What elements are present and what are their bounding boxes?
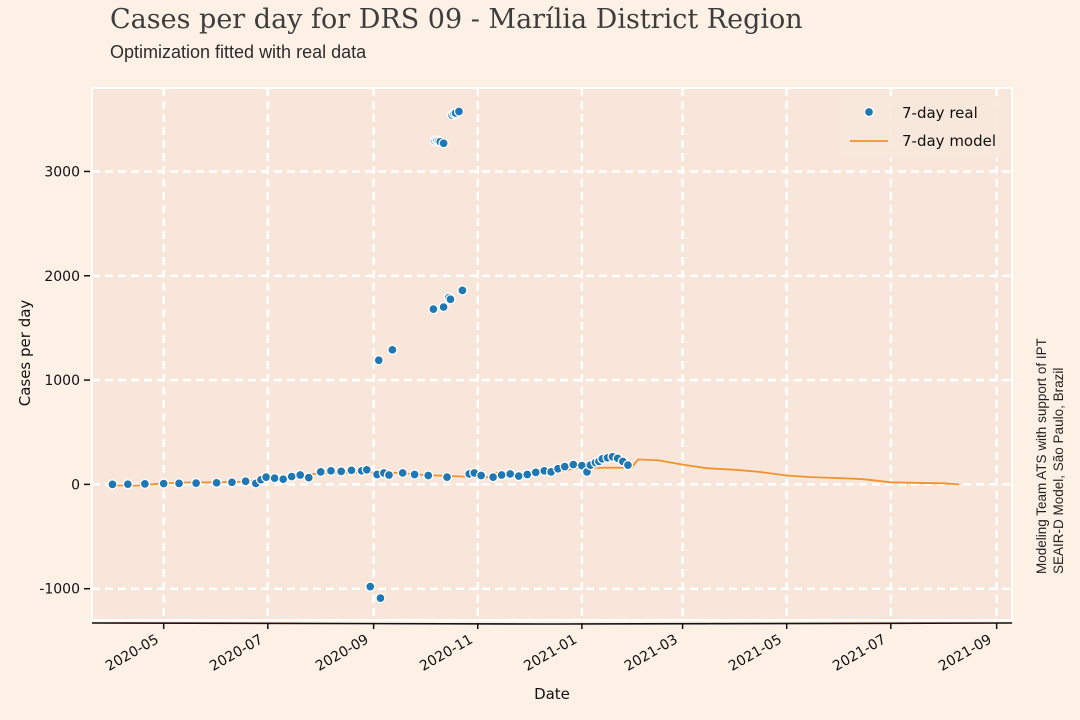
legend: 7-day real 7-day model — [840, 96, 1006, 158]
chart-title: Cases per day for DRS 09 - Marília Distr… — [110, 4, 803, 35]
real-data-point — [269, 472, 280, 484]
real-data-point — [336, 466, 347, 477]
real-data-point — [530, 467, 541, 478]
real-data-point — [428, 303, 439, 315]
legend-real-label: 7-day real — [902, 104, 978, 122]
y-tick-label: 1000 — [44, 373, 80, 389]
x-tick-label: 2021-09 — [936, 632, 995, 675]
real-data-point — [295, 469, 306, 481]
real-data-point — [107, 479, 118, 490]
real-data-point — [365, 581, 376, 592]
real-data-point — [383, 469, 395, 481]
real-data-point — [457, 285, 468, 296]
real-data-point — [303, 472, 314, 483]
y-axis-title: Cases per day — [16, 300, 34, 407]
real-data-point — [438, 301, 449, 313]
real-data-point — [278, 474, 289, 485]
grid-lines — [92, 88, 1012, 620]
real-data-point — [122, 479, 133, 490]
real-data-point — [496, 469, 507, 481]
real-data-point — [487, 471, 499, 483]
real-data-point — [173, 478, 185, 489]
real-data-point — [373, 355, 384, 366]
real-data-point — [286, 471, 297, 482]
real-data-point — [441, 471, 453, 483]
real-data-point — [361, 464, 372, 475]
real-data-point — [226, 477, 238, 488]
real-data-point — [438, 138, 449, 149]
real-data-point — [346, 465, 357, 476]
real-data-point — [622, 459, 634, 471]
real-data-point — [397, 467, 408, 479]
real-data-point — [315, 466, 326, 478]
real-data-point — [559, 461, 570, 472]
real-data-point — [240, 476, 251, 487]
x-tick-label: 2020-11 — [417, 632, 476, 675]
chart-subtitle: Optimization fitted with real data — [110, 42, 367, 62]
legend-real-marker — [863, 106, 875, 118]
x-tick-label: 2020-07 — [207, 632, 266, 675]
real-data-point — [387, 344, 398, 355]
real-data-point — [568, 459, 579, 470]
real-data-point — [505, 468, 516, 480]
legend-model-label: 7-day model — [902, 132, 996, 150]
real-data-point — [190, 477, 202, 489]
real-data-point — [158, 478, 169, 489]
x-tick-label: 2021-03 — [622, 632, 681, 675]
x-tick-label: 2020-05 — [103, 632, 162, 675]
real-data-point — [513, 470, 524, 482]
y-tick-label: 2000 — [44, 269, 80, 285]
real-series — [107, 106, 634, 604]
y-tick-label: 0 — [71, 477, 80, 493]
real-data-point — [453, 106, 465, 117]
x-tick-label: 2021-01 — [521, 632, 580, 675]
y-tick-label: 3000 — [44, 164, 80, 180]
legend-box — [840, 96, 1006, 158]
real-data-point — [325, 465, 337, 476]
x-axis-title: Date — [534, 685, 570, 703]
y-tick-label: -1000 — [39, 582, 80, 598]
x-tick-label: 2021-07 — [830, 632, 889, 675]
real-data-point — [423, 470, 434, 481]
real-data-point — [139, 478, 151, 490]
real-data-point — [522, 469, 533, 480]
real-data-point — [211, 477, 222, 488]
x-tick-label: 2020-09 — [313, 632, 372, 675]
x-axis-line — [91, 622, 1013, 625]
real-data-point — [409, 469, 420, 480]
real-data-point — [476, 470, 487, 481]
plot-area — [91, 87, 1013, 621]
real-data-point — [375, 592, 386, 604]
real-data-point — [260, 471, 272, 483]
real-data-point — [445, 294, 456, 305]
x-tick-label: 2021-05 — [726, 632, 785, 675]
